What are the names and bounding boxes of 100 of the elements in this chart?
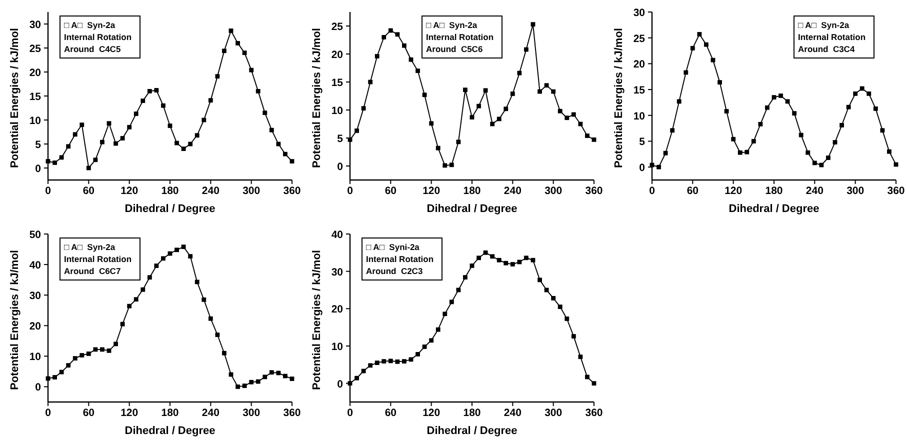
point (470, 264, 474, 268)
point (80, 122, 84, 127)
x-tick-label: 240 (202, 407, 220, 419)
x-tick-label: 240 (806, 185, 824, 197)
point (181, 244, 186, 250)
y-tick-label: 20 (633, 58, 646, 71)
point (476, 256, 481, 260)
x-axis-title: Dihedral / Degree (728, 203, 820, 215)
point (269, 370, 274, 375)
point (59, 155, 64, 160)
point (134, 297, 138, 302)
point (242, 384, 247, 388)
point (66, 144, 71, 149)
point (690, 46, 695, 50)
x-tick-label: 0 (45, 407, 52, 419)
point (422, 344, 427, 349)
y-tick-label: 5 (639, 136, 646, 148)
point (676, 99, 682, 104)
point (564, 316, 570, 321)
point (840, 123, 844, 128)
point (504, 106, 508, 112)
text: □ A□ Syn-2a (798, 20, 850, 30)
point (361, 106, 366, 111)
x-tick-label: 300 (242, 407, 260, 419)
x-tick-label: 240 (202, 185, 220, 197)
point (408, 357, 414, 362)
point (490, 122, 495, 126)
point (530, 22, 536, 27)
point (222, 48, 226, 54)
point (236, 41, 240, 46)
point (194, 133, 200, 138)
point (249, 380, 254, 384)
point (866, 91, 872, 96)
point (449, 300, 454, 304)
point (290, 376, 294, 381)
point (812, 160, 817, 166)
y-tick-label: 30 (331, 266, 344, 278)
point (174, 248, 179, 252)
point (262, 110, 268, 115)
point (100, 140, 104, 144)
point (524, 256, 528, 260)
point (140, 287, 146, 292)
point (442, 163, 448, 168)
y-tick-label: 10 (633, 110, 646, 122)
point (578, 122, 583, 126)
point (860, 86, 864, 91)
point (147, 275, 152, 280)
x-axis-title: Dihedral / Degree (124, 203, 216, 215)
annotation: Around C6C7 (64, 266, 121, 276)
point (283, 152, 288, 156)
y-axis-title: Potential Energies / kJ/mol (311, 250, 323, 390)
point (558, 304, 562, 309)
y-tick-label: 30 (29, 290, 42, 302)
point (496, 258, 502, 262)
point (853, 91, 858, 96)
y-tick-label: 0 (337, 161, 344, 173)
point (496, 116, 502, 122)
point (436, 327, 440, 332)
point (147, 89, 152, 94)
point (374, 360, 380, 365)
point (276, 142, 281, 146)
y-tick-label: 50 (29, 229, 42, 241)
point (120, 322, 125, 326)
point (106, 348, 112, 353)
point (114, 342, 118, 346)
x-tick-label: 360 (283, 407, 301, 419)
point (395, 32, 400, 37)
point (517, 70, 522, 76)
point (538, 89, 542, 94)
y-axis-title: Potential Energies / kJ/mol (9, 250, 21, 390)
point (52, 375, 57, 380)
point (765, 105, 770, 110)
x-tick-label: 360 (887, 185, 905, 197)
point (72, 132, 78, 137)
point (215, 74, 220, 79)
y-axis-title: Potential Energies / kJ/mol (9, 28, 21, 168)
point (826, 156, 830, 160)
y-tick-label: 0 (35, 163, 42, 175)
point (127, 125, 132, 130)
y-tick-label: 40 (29, 260, 42, 272)
point (368, 363, 373, 368)
point (249, 68, 254, 72)
point (429, 338, 434, 343)
point (242, 50, 247, 55)
point (66, 363, 71, 368)
point (161, 103, 166, 108)
x-tick-label: 300 (846, 185, 864, 197)
y-tick-label: 25 (29, 43, 42, 55)
point (416, 68, 420, 73)
x-tick-label: 180 (765, 185, 783, 197)
point (772, 95, 776, 100)
annotation: Internal Rotation (798, 32, 866, 42)
point (59, 370, 64, 374)
x-axis-title: Dihedral / Degree (124, 425, 216, 437)
point (72, 356, 78, 361)
point (202, 118, 206, 122)
point (276, 370, 281, 376)
y-tick-label: 20 (331, 304, 344, 316)
point (571, 334, 576, 338)
point (388, 28, 393, 33)
